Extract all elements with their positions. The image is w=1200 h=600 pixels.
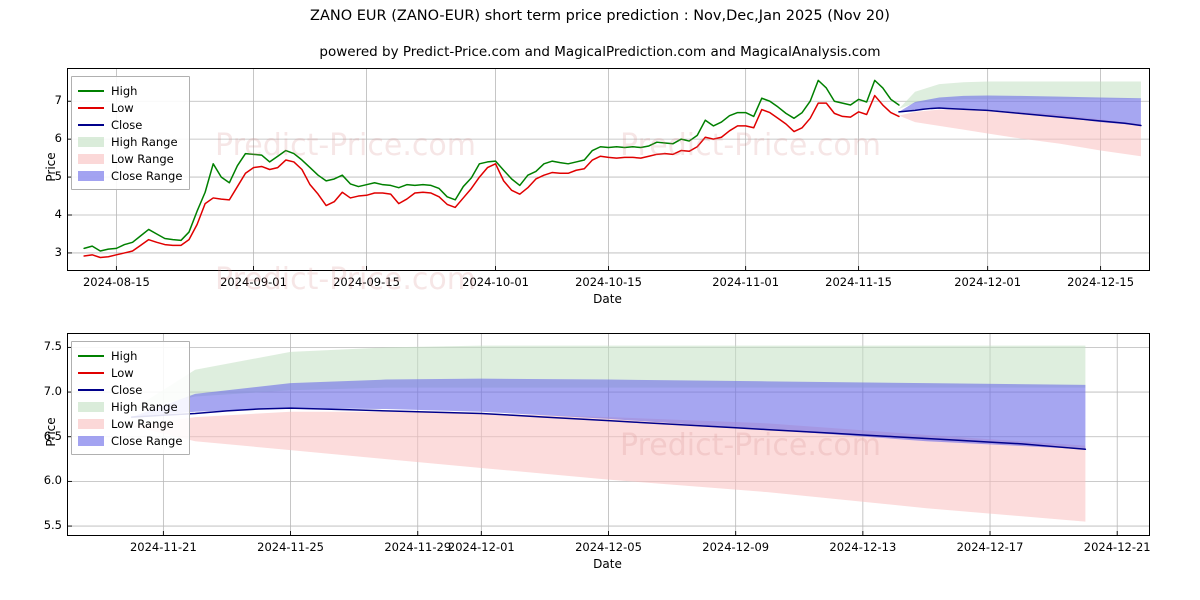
legend-swatch-icon [78, 119, 104, 130]
legend-item-high[interactable]: High [78, 347, 182, 364]
legend-swatch-icon [78, 136, 104, 147]
legend-item-low-range[interactable]: Low Range [78, 150, 182, 167]
top-xtick: 2024-11-15 [825, 275, 892, 289]
top-xtick: 2024-10-15 [575, 275, 642, 289]
legend-item-high-range[interactable]: High Range [78, 398, 182, 415]
page-subtitle: powered by Predict-Price.com and Magical… [319, 44, 881, 60]
legend-item-high[interactable]: High [78, 82, 182, 99]
top-chart-canvas [68, 69, 1149, 270]
bottom-ytick: 5.5 [43, 518, 62, 533]
legend-swatch-icon [78, 384, 104, 395]
bottom-xtick: 2024-12-21 [1083, 540, 1151, 554]
bottom-xtick: 2024-11-29 [384, 540, 452, 554]
bottom-ytick: 7.5 [43, 339, 62, 354]
top-legend: High Low Close High Range Low Range Close Ran… [71, 76, 191, 190]
top-ytick: 3 [54, 244, 62, 259]
bottom-xtick: 2024-11-21 [129, 540, 197, 554]
legend-label: Low [111, 100, 134, 115]
legend-label: Close Range [111, 433, 183, 448]
legend-item-close[interactable]: Close [78, 116, 182, 133]
bottom-ytick: 6.0 [43, 473, 62, 488]
top-xtick: 2024-11-01 [712, 275, 780, 289]
bottom-chart-canvas [68, 334, 1149, 535]
legend-label: High [111, 83, 138, 98]
bottom-xtick: 2024-12-01 [447, 540, 515, 554]
legend-swatch-icon [78, 102, 104, 113]
top-xtick: 2024-10-01 [462, 275, 529, 289]
top-x-axis-label: Date [593, 292, 622, 306]
bottom-chart-panel [67, 333, 1150, 536]
legend-label: Close Range [111, 168, 183, 183]
legend-label: High Range [111, 399, 178, 414]
legend-item-close-range[interactable]: Close Range [78, 432, 182, 449]
bottom-ytick: 6.5 [43, 428, 62, 443]
legend-label: High Range [111, 134, 178, 149]
legend-label: Close [111, 117, 143, 132]
top-ytick: 7 [54, 93, 62, 108]
legend-item-close[interactable]: Close [78, 381, 182, 398]
top-ytick: 6 [54, 131, 62, 146]
bottom-x-axis-label: Date [593, 557, 622, 571]
bottom-xtick: 2024-12-05 [575, 540, 642, 554]
legend-swatch-icon [78, 367, 104, 378]
top-xtick: 2024-12-01 [954, 275, 1022, 289]
legend-swatch-icon [78, 418, 104, 429]
top-ytick: 4 [54, 207, 62, 221]
top-xtick: 2024-09-15 [333, 275, 400, 289]
legend-swatch-icon [78, 170, 104, 181]
legend-swatch-icon [78, 435, 104, 446]
legend-swatch-icon [78, 85, 104, 96]
bottom-xtick: 2024-11-25 [257, 540, 324, 554]
legend-swatch-icon [78, 401, 104, 412]
bottom-legend: High Low Close High Range Low Range Close Ran… [71, 341, 191, 455]
legend-item-low[interactable]: Low [78, 99, 182, 116]
legend-item-high-range[interactable]: High Range [78, 133, 182, 150]
top-xtick: 2024-08-15 [82, 275, 150, 289]
top-chart-panel [67, 68, 1150, 271]
legend-label: Close [111, 382, 143, 397]
legend-label: High [111, 348, 138, 363]
page-title: ZANO EUR (ZANO-EUR) short term price pre… [310, 8, 890, 24]
legend-label: Low [111, 365, 134, 380]
legend-label: Low Range [111, 416, 174, 431]
bottom-xtick: 2024-12-17 [956, 540, 1024, 554]
legend-label: Low Range [111, 151, 174, 166]
legend-item-low-range[interactable]: Low Range [78, 415, 182, 432]
legend-item-low[interactable]: Low [78, 364, 182, 381]
top-xtick: 2024-09-01 [220, 275, 287, 289]
bottom-xtick: 2024-12-09 [702, 540, 770, 554]
bottom-xtick: 2024-12-13 [829, 540, 897, 554]
legend-swatch-icon [78, 350, 104, 361]
legend-item-close-range[interactable]: Close Range [78, 167, 182, 184]
top-ytick: 5 [54, 169, 62, 184]
bottom-ytick: 7.0 [43, 384, 62, 399]
legend-swatch-icon [78, 153, 104, 164]
top-xtick: 2024-12-15 [1067, 275, 1135, 289]
